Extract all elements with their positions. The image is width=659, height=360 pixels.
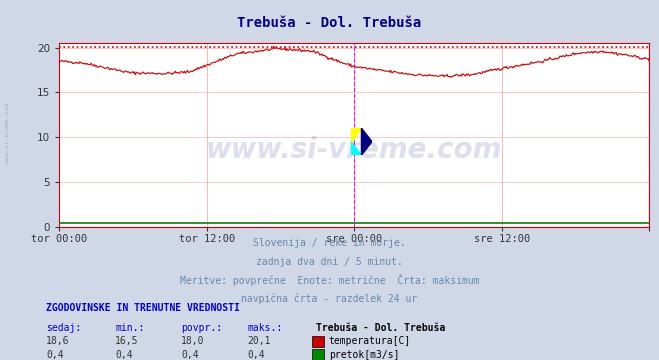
Text: 16,5: 16,5	[115, 336, 139, 346]
Text: zadnja dva dni / 5 minut.: zadnja dva dni / 5 minut.	[256, 257, 403, 267]
Text: 0,4: 0,4	[115, 350, 133, 360]
Text: 0,4: 0,4	[46, 350, 64, 360]
Text: ZGODOVINSKE IN TRENUTNE VREDNOSTI: ZGODOVINSKE IN TRENUTNE VREDNOSTI	[46, 303, 240, 313]
Text: maks.:: maks.:	[247, 323, 282, 333]
Text: sedaj:: sedaj:	[46, 323, 81, 333]
Text: 0,4: 0,4	[247, 350, 265, 360]
Text: www.si-vreme.com: www.si-vreme.com	[206, 136, 502, 164]
Text: pretok[m3/s]: pretok[m3/s]	[329, 350, 399, 360]
Text: min.:: min.:	[115, 323, 145, 333]
Text: 20,1: 20,1	[247, 336, 271, 346]
Text: www.si-vreme.com: www.si-vreme.com	[5, 103, 11, 163]
Text: Trebuša - Dol. Trebuša: Trebuša - Dol. Trebuša	[237, 17, 422, 30]
Text: temperatura[C]: temperatura[C]	[329, 336, 411, 346]
Text: 18,6: 18,6	[46, 336, 70, 346]
Polygon shape	[361, 128, 372, 155]
Text: Meritve: povprečne  Enote: metrične  Črta: maksimum: Meritve: povprečne Enote: metrične Črta:…	[180, 274, 479, 287]
Text: 18,0: 18,0	[181, 336, 205, 346]
Text: 0,4: 0,4	[181, 350, 199, 360]
Polygon shape	[351, 128, 361, 141]
Text: Slovenija / reke in morje.: Slovenija / reke in morje.	[253, 238, 406, 248]
Text: povpr.:: povpr.:	[181, 323, 222, 333]
Polygon shape	[351, 141, 361, 155]
Text: navpična črta - razdelek 24 ur: navpična črta - razdelek 24 ur	[241, 294, 418, 305]
Text: Trebuša - Dol. Trebuša: Trebuša - Dol. Trebuša	[316, 323, 445, 333]
